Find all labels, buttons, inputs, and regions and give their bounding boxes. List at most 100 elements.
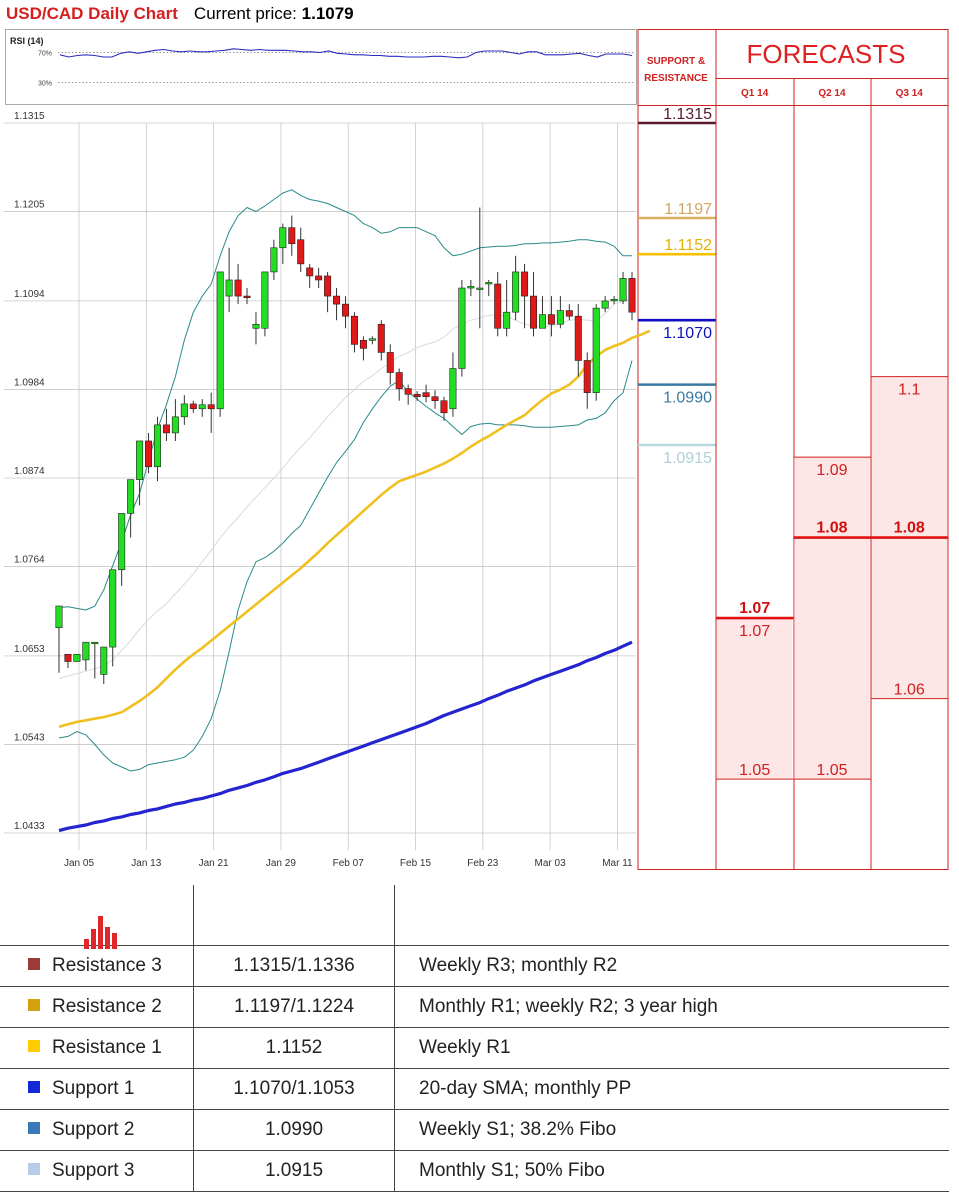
forecast-low-label: 1.06 xyxy=(894,682,925,699)
x-tick-label: Feb 15 xyxy=(400,858,432,869)
candle-body xyxy=(440,400,448,414)
candle-body xyxy=(449,368,457,410)
candle-body xyxy=(610,298,618,302)
sr-title-line1: SUPPORT & xyxy=(647,56,705,67)
candle-body xyxy=(234,279,242,297)
x-tick-label: Jan 29 xyxy=(266,858,296,869)
candle-body xyxy=(297,239,305,265)
candle-body xyxy=(270,247,278,273)
sr-level-label: 1.0915 xyxy=(663,450,712,467)
x-tick-label: Mar 11 xyxy=(602,858,633,869)
x-tick-label: Jan 13 xyxy=(131,858,161,869)
candle-body xyxy=(100,646,108,675)
candle-body xyxy=(628,278,636,313)
support-resistance-panel: SUPPORT & RESISTANCE 1.1315 1.1197 1.1152 1.1… xyxy=(638,56,948,467)
candle-body xyxy=(279,227,287,249)
candle-body xyxy=(556,310,564,325)
level-label: Support 1 xyxy=(52,1078,135,1099)
forecast-high-label: 1.09 xyxy=(816,462,847,479)
x-tick-label: Jan 21 xyxy=(199,858,229,869)
level-label: Support 2 xyxy=(52,1119,135,1140)
sr-level-label: 1.1070 xyxy=(663,325,712,342)
candle-body xyxy=(288,227,296,245)
candle-body xyxy=(109,569,117,648)
y-tick-label: 1.0433 xyxy=(14,821,45,832)
x-tick-label: Feb 23 xyxy=(467,858,499,869)
candle-body xyxy=(431,396,439,402)
bollinger-upper-line xyxy=(58,189,632,611)
candle-body xyxy=(82,641,90,661)
forecast-high-label: 1.07 xyxy=(739,623,770,640)
price-value: 1.1079 xyxy=(301,4,354,23)
candle-body xyxy=(189,403,197,410)
candle-body xyxy=(118,513,126,571)
candle-body xyxy=(619,278,627,302)
candle-body xyxy=(136,440,144,480)
candle-body xyxy=(306,267,314,277)
candle-body xyxy=(216,271,224,410)
candle-body xyxy=(333,295,341,305)
level-value: 1.0990 xyxy=(193,1109,395,1151)
candle-body xyxy=(377,323,385,353)
candle-body xyxy=(395,372,403,389)
candle-body xyxy=(467,286,475,289)
candle-body xyxy=(521,271,529,297)
levels-table-header xyxy=(0,885,949,949)
y-tick-label: 1.1205 xyxy=(14,200,45,211)
candle-body xyxy=(127,479,135,514)
candle-body xyxy=(171,416,179,434)
candle-body xyxy=(324,275,332,297)
rsi-level-label: 70% xyxy=(38,51,52,58)
price-chart: 1.1315 1.1205 1.1094 1.0984 1.0874 1.0764 1.06… xyxy=(4,29,651,870)
level-row: Resistance 3 1.1315/1.1336 Weekly R3; mont… xyxy=(0,945,949,987)
forecast-column-label: Q1 14 xyxy=(741,88,769,99)
sr-level-label: 1.1197 xyxy=(664,201,712,218)
title-pair: USD/CAD Daily Chart xyxy=(6,4,178,23)
candle-body xyxy=(252,323,260,329)
candle-body xyxy=(386,352,394,373)
forecast-avg-label: 1.08 xyxy=(816,520,847,537)
chart-canvas: RSI (14)70%30% 1.13151.12051.10941.09841… xyxy=(4,29,949,870)
level-note: Weekly S1; 38.2% Fibo xyxy=(394,1109,949,1151)
level-value: 1.1315/1.1336 xyxy=(193,945,395,987)
candle-body xyxy=(404,388,412,395)
bar-chart-icon xyxy=(82,909,122,949)
level-value: 1.0915 xyxy=(193,1150,395,1192)
candle-body xyxy=(485,282,493,285)
bollinger-lower-line xyxy=(58,360,633,772)
candle-body xyxy=(368,338,376,341)
sma-200-line xyxy=(58,640,633,833)
chart-title: USD/CAD Daily Chart Current price: 1.1079 xyxy=(6,4,354,24)
level-value: 1.1197/1.1224 xyxy=(193,986,395,1028)
candle-body xyxy=(180,403,188,418)
candle-body xyxy=(413,393,421,397)
forecast-high-label: 1.1 xyxy=(898,382,920,399)
forecast-low-label: 1.05 xyxy=(739,762,770,779)
forecast-range-box xyxy=(794,457,870,780)
candle-body xyxy=(583,360,591,393)
level-label: Resistance 3 xyxy=(52,955,162,976)
candle-body xyxy=(601,300,609,309)
sr-level-label: 1.1152 xyxy=(664,237,712,254)
forecasts-title: FORECASTS xyxy=(747,39,906,69)
y-tick-label: 1.1094 xyxy=(14,289,45,300)
forecast-column-label: Q3 14 xyxy=(896,88,924,99)
candle-body xyxy=(530,295,538,329)
forecast-avg-label: 1.07 xyxy=(739,600,770,617)
candle-body xyxy=(225,279,233,297)
sr-level-label: 1.1315 xyxy=(663,106,712,123)
rsi-panel: RSI (14) 70% 30% xyxy=(5,29,637,105)
sma-20-line xyxy=(58,297,633,679)
level-color-swatch xyxy=(28,1080,40,1093)
candle-body xyxy=(261,271,269,329)
level-value: 1.1152 xyxy=(193,1027,395,1069)
sr-level-label: 1.0990 xyxy=(663,390,712,407)
candle-body xyxy=(207,404,215,410)
x-tick-label: Mar 03 xyxy=(535,858,567,869)
candle-body xyxy=(91,641,99,645)
candle-body xyxy=(565,310,573,317)
candle-body xyxy=(592,307,600,393)
level-label: Resistance 1 xyxy=(52,1037,162,1058)
candle-body xyxy=(198,404,206,410)
y-tick-label: 1.0874 xyxy=(14,466,45,477)
